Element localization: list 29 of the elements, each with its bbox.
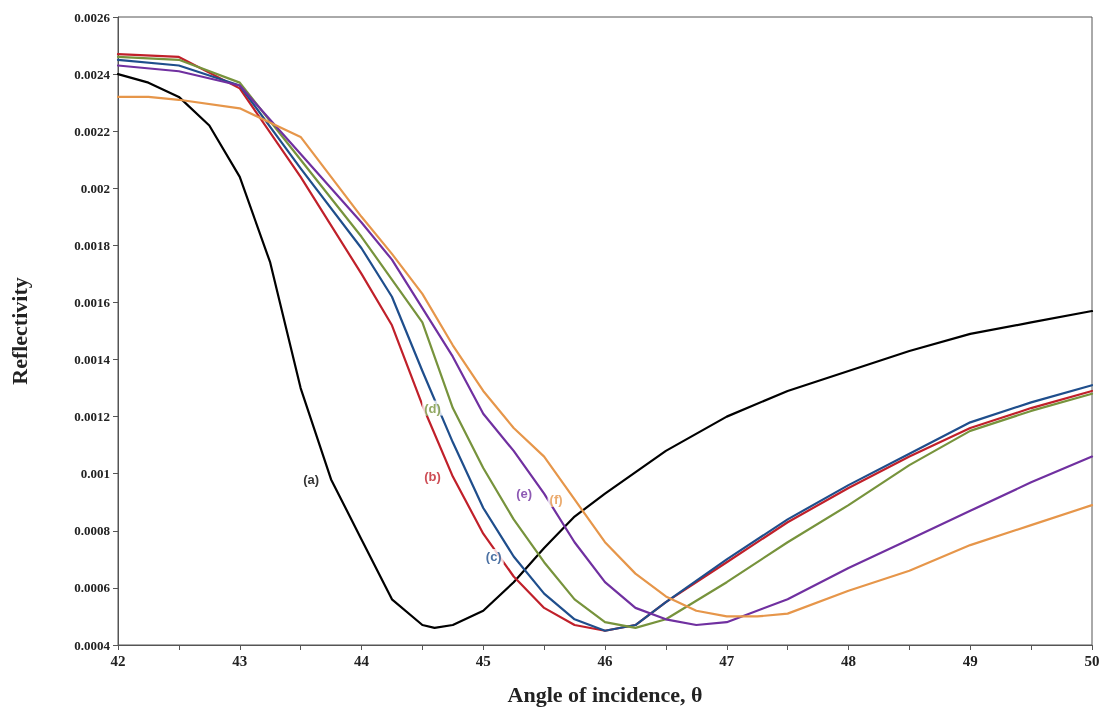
y-axis-title: Reflectivity	[6, 277, 32, 385]
x-tick-label: 44	[354, 652, 370, 669]
annotation: (b)	[424, 469, 441, 485]
y-tick-label: 0.0024	[74, 66, 111, 82]
y-tick-label: 0.002	[80, 180, 110, 196]
x-tick-label: 45	[475, 652, 491, 669]
x-tick-label: 42	[110, 652, 126, 669]
x-tick-label: 43	[232, 652, 248, 669]
y-tick-label: 0.0018	[74, 237, 111, 253]
x-tick-label: 46	[597, 652, 613, 669]
annotation: (d)	[424, 400, 441, 416]
x-tick-label: 47	[719, 652, 735, 669]
y-tick-label: 0.0014	[74, 352, 111, 368]
y-tick-label: 0.0022	[74, 123, 110, 139]
y-tick-label: 0.0012	[74, 409, 110, 425]
y-tick-label: 0.0008	[74, 523, 111, 539]
y-tick-label: 0.001	[80, 466, 110, 482]
y-tick-label: 0.0016	[74, 294, 111, 310]
y-tick-label: 0.0004	[74, 637, 111, 653]
y-tick-label: 0.0006	[74, 580, 111, 596]
x-tick-label: 49	[962, 652, 978, 669]
x-axis-title: Angle of incidence, θ	[507, 681, 703, 707]
x-tick-label: 50	[1084, 652, 1100, 669]
y-tick-label: 0.0026	[74, 9, 111, 25]
annotation: (a)	[303, 471, 320, 487]
annotation: (f)	[549, 491, 563, 507]
x-tick-label: 48	[841, 652, 856, 669]
annotation: (c)	[485, 549, 502, 565]
annotation: (e)	[516, 486, 533, 502]
